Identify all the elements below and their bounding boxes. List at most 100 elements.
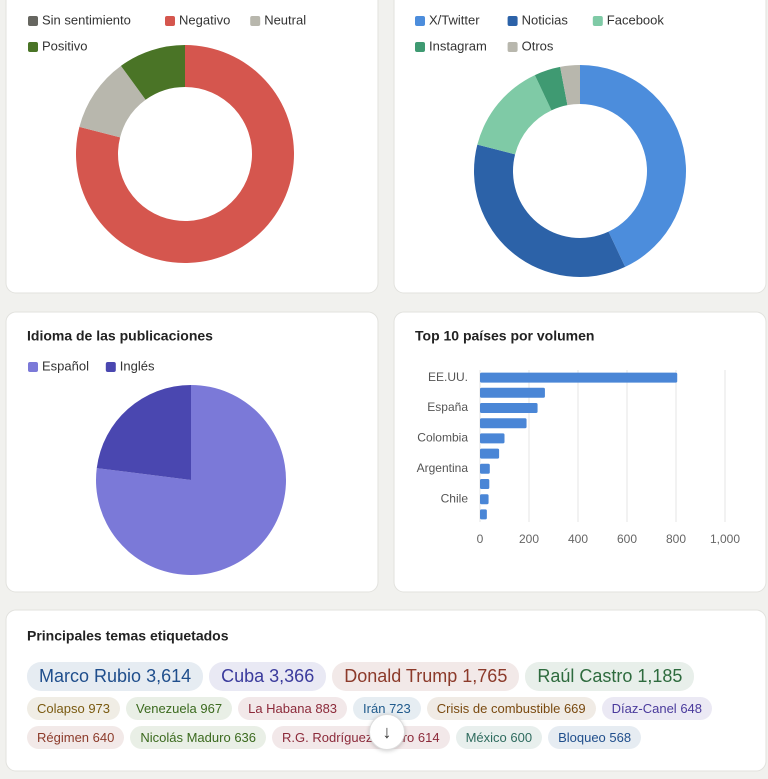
topic-count: 3,366 (269, 666, 315, 686)
tag-list: Marco Rubio 3,614 Cuba 3,366 Donald Trump … (27, 662, 757, 755)
topic-tag[interactable]: Bloqueo 568 (548, 726, 642, 749)
legend-swatch (415, 42, 425, 52)
bar (480, 494, 489, 505)
bar (480, 433, 505, 444)
x-tick-label: 400 (568, 532, 588, 546)
legend-label: Sin sentimiento (42, 12, 131, 27)
y-tick-label: Colombia (417, 431, 468, 445)
donut-segment (79, 65, 146, 138)
legend-swatch (507, 16, 518, 26)
topic-name: La Habana (248, 701, 312, 716)
topic-name: Donald Trump (344, 666, 458, 686)
topic-tag[interactable]: Díaz-Canel 648 (601, 697, 713, 720)
donut-segment (75, 45, 294, 263)
topic-count: 640 (92, 730, 115, 745)
y-tick-label: Chile (441, 491, 469, 505)
topic-tag[interactable]: Crisis de combustible 669 (426, 697, 596, 720)
topic-count: 1,765 (462, 666, 508, 686)
topic-name: Marco Rubio (39, 666, 142, 686)
bar (480, 509, 487, 520)
topic-count: 648 (680, 701, 703, 716)
topic-name: Crisis de combustible (436, 701, 561, 716)
bar (480, 479, 490, 489)
chart-title: Idioma de las publicaciones (27, 328, 213, 344)
y-tick-label: EE.UU. (428, 370, 468, 384)
topic-name: Venezuela (136, 701, 197, 716)
donut-segment (477, 75, 552, 155)
topic-tag[interactable]: Donald Trump 1,765 (332, 662, 520, 691)
topic-count: 1,185 (637, 666, 683, 686)
topic-tag[interactable]: Venezuela 967 (126, 697, 233, 720)
topic-name: Raúl Castro (537, 666, 633, 686)
topic-count: 600 (510, 730, 533, 745)
topic-count: 614 (417, 730, 440, 745)
topic-count: 723 (389, 701, 411, 716)
legend-swatch (250, 16, 261, 26)
legend-swatch (28, 16, 38, 26)
legend-label: Neutral (264, 12, 306, 27)
topic-name: Nicolás Maduro (140, 730, 231, 745)
topic-tag[interactable]: Raúl Castro 1,185 (525, 662, 695, 691)
topic-tag[interactable]: R.G. Rodríguez Castro 614 (272, 726, 450, 749)
section-title: Principales temas etiquetados (27, 628, 229, 644)
donut-segment (534, 66, 568, 111)
topic-name: Bloqueo (558, 730, 606, 745)
donut-segment (120, 45, 185, 100)
legend-label: Noticias (522, 12, 569, 27)
tag-row: Marco Rubio 3,614 Cuba 3,366 Donald Trump … (27, 662, 757, 691)
chart-title: Top 10 países por volumen (415, 328, 594, 344)
topic-count: 3,614 (146, 666, 192, 686)
x-tick-label: 0 (477, 532, 484, 546)
topic-count: 669 (563, 701, 586, 716)
legend-label: X/Twitter (429, 12, 480, 27)
bar (480, 418, 527, 429)
topic-tag[interactable]: Marco Rubio 3,614 (27, 662, 204, 691)
donut-segment (560, 65, 580, 106)
bar (480, 403, 538, 413)
donut-segment (580, 65, 686, 267)
legend-swatch (105, 362, 116, 372)
legend-swatch (592, 16, 603, 26)
topic-count: 636 (234, 730, 257, 745)
topic-count: 967 (200, 701, 223, 716)
x-tick-label: 800 (666, 532, 686, 546)
topic-tag[interactable]: Colapso 973 (27, 697, 121, 720)
topic-count: 883 (315, 701, 338, 716)
pie-slice (96, 385, 191, 480)
legend-label: Negativo (179, 12, 230, 27)
topic-tag[interactable]: La Habana 883 (238, 697, 348, 720)
legend-label: Instagram (429, 38, 487, 53)
x-tick-label: 1,000 (710, 532, 740, 546)
pie-slice (96, 385, 287, 576)
topic-name: Irán (363, 701, 386, 716)
topic-tag[interactable]: Régimen 640 (27, 726, 125, 749)
y-tick-label: Argentina (417, 461, 469, 475)
topic-name: Díaz-Canel (611, 701, 677, 716)
topic-tag[interactable]: Cuba 3,366 (209, 662, 327, 691)
legend-label: Español (42, 358, 89, 373)
x-tick-label: 600 (617, 532, 637, 546)
legend-swatch (28, 362, 38, 372)
legend-label: Inglés (120, 358, 155, 373)
bar (480, 463, 490, 474)
card (5, 609, 767, 772)
topic-name: Régimen (37, 730, 90, 745)
topic-tag[interactable]: Irán 723 (353, 697, 421, 720)
topic-tag[interactable]: Nicolás Maduro 636 (130, 726, 267, 749)
bar (480, 387, 545, 398)
legend-swatch (165, 16, 175, 26)
legend-label: Otros (522, 38, 554, 53)
scroll-down-button[interactable]: ↓ (369, 714, 405, 750)
y-tick-label: España (427, 400, 468, 414)
legend-swatch (28, 42, 38, 52)
legend-swatch (415, 16, 425, 26)
topic-tag[interactable]: México 600 (455, 726, 543, 749)
tag-row: Régimen 640 Nicolás Maduro 636 R.G. Rodríg… (27, 726, 757, 749)
topic-count: 973 (88, 701, 111, 716)
bar (480, 372, 678, 383)
bar (480, 448, 500, 459)
topic-name: Colapso (37, 701, 85, 716)
